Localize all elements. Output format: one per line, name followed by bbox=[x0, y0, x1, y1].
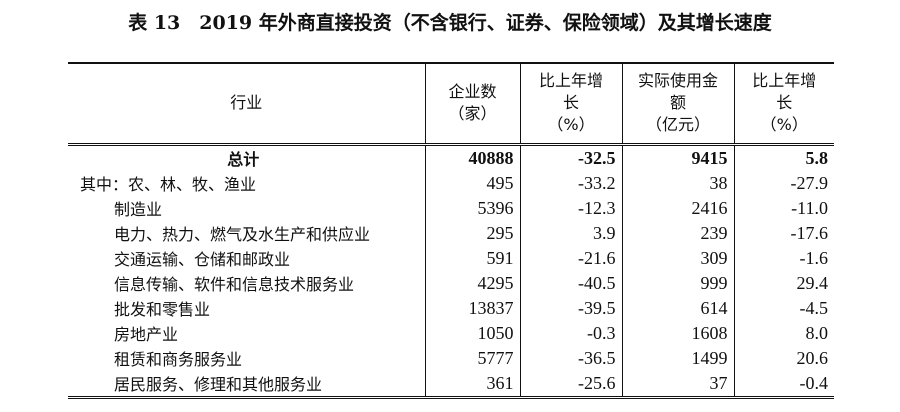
header-line: （%） bbox=[547, 115, 595, 135]
table-row: 交通运输、仓储和邮政业 591 -21.6 309 -1.6 bbox=[68, 245, 834, 271]
cell-amount: 9415 bbox=[621, 144, 734, 171]
cell-firms-growth: -39.5 bbox=[519, 295, 622, 321]
cell-amount-growth: -1.6 bbox=[733, 245, 834, 271]
cell-firms: 1050 bbox=[424, 320, 520, 346]
table-row: 信息传输、软件和信息技术服务业 4295 -40.5 999 29.4 bbox=[68, 270, 834, 296]
cell-amount: 2416 bbox=[621, 195, 734, 221]
cell-firms-growth: -36.5 bbox=[519, 345, 622, 371]
header-line: （亿元） bbox=[645, 115, 710, 135]
header-amount-growth: 比上年增长（%） bbox=[733, 63, 834, 144]
cell-firms-growth: -12.3 bbox=[519, 195, 622, 221]
table-row: 制造业 5396 -12.3 2416 -11.0 bbox=[68, 195, 834, 221]
header-line: 比上年增 bbox=[538, 71, 603, 91]
fdi-table: 行业 企业数 （家） 比上年增长（%） 实际使用金额（亿元） 比上年增长（%） 总… bbox=[68, 62, 834, 399]
cell-name: 制造业 bbox=[114, 200, 163, 219]
cell-amount: 1499 bbox=[621, 345, 734, 371]
cell-amount-growth: -27.9 bbox=[733, 170, 834, 196]
header-industry: 行业 bbox=[230, 93, 263, 113]
cell-name: 电力、热力、燃气及水生产和供应业 bbox=[114, 225, 371, 244]
cell-amount: 239 bbox=[621, 220, 734, 246]
cell-amount-growth: 29.4 bbox=[733, 270, 834, 296]
header-line: 额 bbox=[669, 93, 686, 113]
cell-amount-growth: -0.4 bbox=[733, 370, 834, 397]
cell-amount-growth: 5.8 bbox=[733, 144, 834, 171]
cell-firms: 591 bbox=[424, 245, 520, 271]
table-row: 房地产业 1050 -0.3 1608 8.0 bbox=[68, 320, 834, 346]
cell-amount: 37 bbox=[621, 370, 734, 397]
header-amount: 实际使用金额（亿元） bbox=[621, 63, 734, 144]
cell-name: 房地产业 bbox=[114, 325, 179, 344]
cell-firms: 40888 bbox=[424, 144, 520, 171]
cell-firms: 495 bbox=[424, 170, 520, 196]
cell-amount-growth: 20.6 bbox=[733, 345, 834, 371]
header-line: 长 bbox=[776, 93, 793, 113]
cell-firms-growth: -0.3 bbox=[519, 320, 622, 346]
cell-name: 交通运输、仓储和邮政业 bbox=[114, 250, 291, 269]
table-title: 表 13 2019 年外商直接投资（不含银行、证券、保险领域）及其增长速度 bbox=[128, 12, 772, 34]
cell-amount-growth: -17.6 bbox=[733, 220, 834, 246]
cell-name: 总计 bbox=[227, 150, 260, 169]
cell-firms: 5396 bbox=[424, 195, 520, 221]
cell-amount: 309 bbox=[621, 245, 734, 271]
table-row: 租赁和商务服务业 5777 -36.5 1499 20.6 bbox=[68, 345, 834, 371]
cell-amount-growth: -11.0 bbox=[733, 195, 834, 221]
cell-name: 其中：农、林、牧、渔业 bbox=[80, 175, 257, 194]
cell-firms-growth: -21.6 bbox=[519, 245, 622, 271]
header-line: 比上年增 bbox=[752, 71, 817, 91]
header-line: 长 bbox=[562, 93, 579, 113]
header-line: 实际使用金 bbox=[637, 71, 718, 91]
table-row: 批发和零售业 13837 -39.5 614 -4.5 bbox=[68, 295, 834, 321]
cell-amount: 999 bbox=[621, 270, 734, 296]
cell-firms: 295 bbox=[424, 220, 520, 246]
header-firms: 企业数 （家） bbox=[424, 63, 520, 144]
header-line: （家） bbox=[448, 104, 497, 124]
cell-firms-growth: -32.5 bbox=[519, 144, 622, 171]
header-row: 行业 企业数 （家） 比上年增长（%） 实际使用金额（亿元） 比上年增长（%） bbox=[68, 63, 834, 144]
cell-firms: 361 bbox=[424, 370, 520, 397]
header-line: （%） bbox=[760, 115, 808, 135]
cell-firms-growth: 3.9 bbox=[519, 220, 622, 246]
cell-name: 租赁和商务服务业 bbox=[114, 350, 243, 369]
cell-firms-growth: -25.6 bbox=[519, 370, 622, 397]
cell-amount-growth: -4.5 bbox=[733, 295, 834, 321]
cell-amount: 38 bbox=[621, 170, 734, 196]
cell-firms-growth: -33.2 bbox=[519, 170, 622, 196]
cell-amount-growth: 8.0 bbox=[733, 320, 834, 346]
header-firms-growth: 比上年增长（%） bbox=[519, 63, 622, 144]
cell-firms: 13837 bbox=[424, 295, 520, 321]
table-row: 其中：农、林、牧、渔业 495 -33.2 38 -27.9 bbox=[68, 170, 834, 196]
cell-name: 居民服务、修理和其他服务业 bbox=[114, 375, 323, 394]
cell-amount: 1608 bbox=[621, 320, 734, 346]
cell-amount: 614 bbox=[621, 295, 734, 321]
cell-firms-growth: -40.5 bbox=[519, 270, 622, 296]
cell-name: 批发和零售业 bbox=[114, 300, 211, 319]
total-row: 总计 40888 -32.5 9415 5.8 bbox=[68, 144, 834, 171]
table-row: 电力、热力、燃气及水生产和供应业 295 3.9 239 -17.6 bbox=[68, 220, 834, 246]
cell-firms: 4295 bbox=[424, 270, 520, 296]
cell-firms: 5777 bbox=[424, 345, 520, 371]
table-row: 居民服务、修理和其他服务业 361 -25.6 37 -0.4 bbox=[68, 370, 834, 397]
cell-name: 信息传输、软件和信息技术服务业 bbox=[114, 275, 355, 294]
header-line: 企业数 bbox=[448, 82, 497, 102]
